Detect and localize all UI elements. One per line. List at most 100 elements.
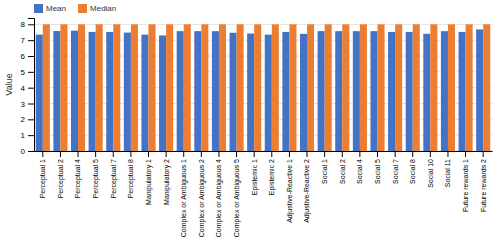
y-tick-mark	[28, 88, 34, 89]
y-tick: 6	[21, 52, 34, 61]
legend-swatch	[34, 4, 43, 13]
x-tick-label: Future rewards 1	[462, 159, 469, 212]
y-tick: 2	[21, 115, 34, 124]
x-tick-mark	[342, 151, 343, 157]
x-tick: Social 5	[374, 151, 381, 184]
x-tick-label: Social 4	[356, 159, 363, 184]
bar	[413, 24, 420, 151]
x-tick: Future rewards 1	[462, 151, 469, 212]
y-tick: 7	[21, 36, 34, 45]
bar	[219, 24, 226, 151]
chart: 012345678Perceptual 1Perceptual 2Percept…	[0, 0, 500, 246]
x-tick-mark	[395, 151, 396, 157]
bar	[423, 34, 430, 151]
bar	[448, 24, 455, 151]
x-tick-mark	[447, 151, 448, 157]
legend-label: Median	[90, 4, 116, 13]
x-tick-label: Social 11	[444, 159, 451, 187]
x-tick-mark	[236, 151, 237, 157]
bar	[113, 24, 120, 151]
x-tick-mark	[201, 151, 202, 157]
bar	[282, 32, 289, 151]
x-tick-mark	[113, 151, 114, 157]
legend-item: Mean	[34, 4, 66, 13]
y-tick: 4	[21, 84, 34, 93]
y-axis-line	[28, 19, 35, 152]
x-tick: Social 8	[409, 151, 416, 184]
plot: 012345678Perceptual 1Perceptual 2Percept…	[21, 19, 493, 238]
bar	[307, 24, 314, 151]
bar	[430, 24, 437, 151]
y-tick-label: 2	[21, 115, 26, 124]
x-tick-label: Complex or Ambiguous 1	[180, 159, 188, 237]
y-tick-mark	[28, 104, 34, 105]
y-tick-label: 7	[21, 36, 26, 45]
bar	[459, 32, 466, 151]
bar	[184, 24, 191, 151]
x-tick-mark	[42, 151, 43, 157]
x-tick-mark	[78, 151, 79, 157]
x-tick-mark	[289, 151, 290, 157]
bar	[254, 24, 261, 151]
legend-label: Mean	[46, 4, 66, 13]
x-tick: Manipulatory 2	[163, 151, 171, 205]
x-tick-mark	[166, 151, 167, 157]
x-tick-label: Perceptual 2	[57, 159, 65, 198]
bar	[194, 31, 201, 151]
x-tick: Perceptual 5	[92, 151, 100, 198]
x-tick-label: Epistemic 1	[251, 159, 259, 195]
x-tick: Adjustive-Reactive 1	[286, 151, 294, 223]
bar	[289, 24, 296, 151]
bar	[131, 24, 138, 151]
bar	[483, 24, 490, 151]
bar	[466, 24, 473, 151]
bar	[43, 24, 50, 151]
x-tick-label: Perceptual 1	[39, 159, 47, 198]
bar	[406, 32, 413, 151]
x-tick: Epistemic 2	[268, 151, 276, 195]
y-tick-mark	[28, 135, 34, 136]
x-tick: Social 2	[339, 151, 346, 184]
bar	[342, 24, 349, 151]
x-tick-label: Social 8	[409, 159, 416, 184]
bar	[124, 33, 131, 151]
y-tick: 1	[21, 131, 34, 140]
x-tick: Complex or Ambiguous 5	[233, 151, 241, 237]
x-tick-label: Perceptual 7	[110, 159, 118, 198]
y-tick-label: 6	[21, 52, 26, 61]
legend-item: Median	[78, 4, 116, 13]
legend: Mean Median	[34, 4, 116, 13]
x-tick: Complex or Ambiguous 4	[215, 151, 223, 237]
y-tick-mark	[28, 119, 34, 120]
x-tick-label: Social 10	[427, 159, 434, 188]
x-tick: Adjustive-Reactive 2	[303, 151, 311, 223]
bar	[230, 33, 237, 151]
bar	[378, 24, 385, 151]
y-axis: 012345678	[21, 19, 35, 157]
x-tick-mark	[377, 151, 378, 157]
x-tick: Perceptual 8	[127, 151, 135, 198]
y-tick-label: 5	[21, 68, 26, 77]
bar	[237, 24, 244, 151]
x-tick-mark	[465, 151, 466, 157]
x-tick: Social 10	[427, 151, 434, 188]
x-tick-mark	[183, 151, 184, 157]
x-tick: Complex or Ambiguous 1	[180, 151, 188, 237]
y-tick-mark	[28, 72, 34, 73]
bar	[149, 24, 156, 151]
x-tick-mark	[95, 151, 96, 157]
bar	[353, 31, 360, 151]
x-tick-label: Complex or Ambiguous 5	[233, 159, 241, 237]
x-tick-mark	[412, 151, 413, 157]
x-tick-label: Future rewards 2	[480, 159, 487, 212]
x-tick-label: Social 1	[321, 159, 328, 184]
y-tick-label: 3	[21, 100, 26, 109]
x-tick-label: Manipulatory 1	[145, 159, 153, 205]
bar	[201, 24, 208, 151]
bar	[78, 24, 85, 151]
bar	[441, 31, 448, 151]
x-tick-label: Perceptual 8	[127, 159, 135, 198]
y-tick-mark	[28, 24, 34, 25]
x-tick-label: Adjustive-Reactive 2	[303, 159, 311, 223]
x-tick-label: Social 7	[392, 159, 399, 184]
